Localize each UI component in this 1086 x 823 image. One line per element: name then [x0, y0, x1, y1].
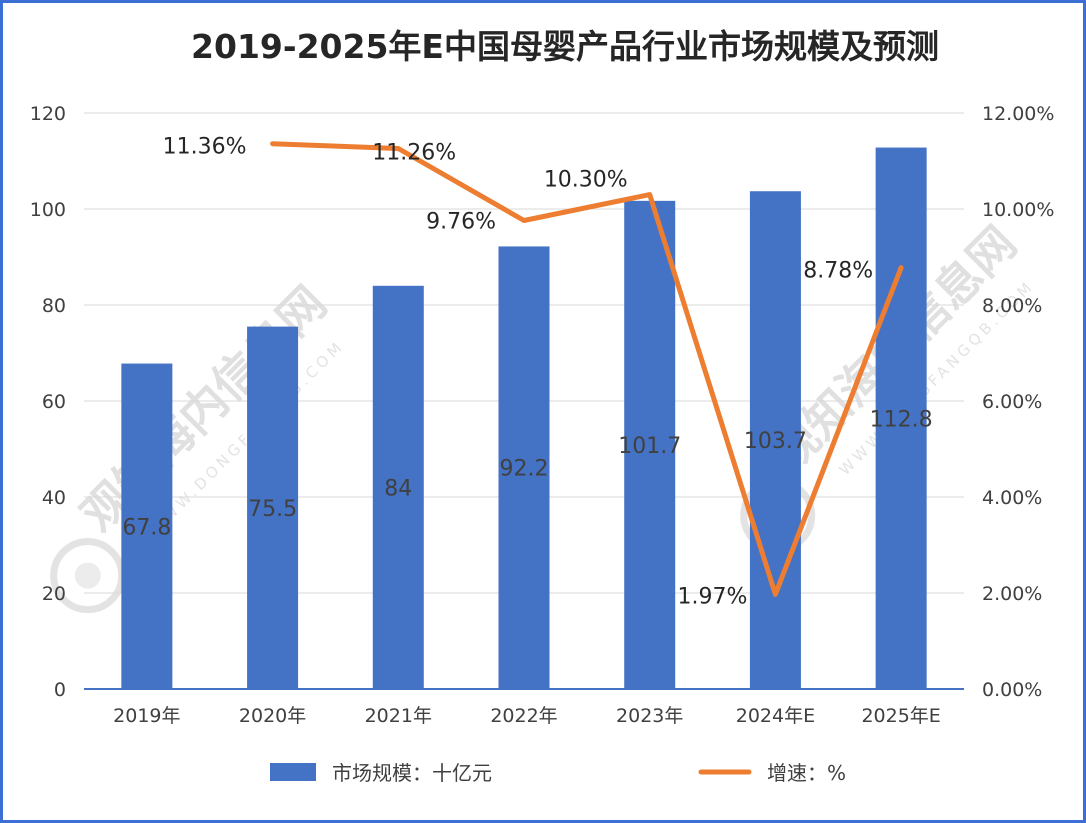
bar-value-label: 101.7	[618, 434, 681, 459]
left-tick-label: 60	[42, 391, 66, 413]
chart-title: 2019-2025年E中国母婴产品行业市场规模及预测	[191, 27, 939, 66]
right-tick-label: 6.00%	[982, 391, 1042, 413]
x-tick-label: 2025年E	[861, 705, 940, 727]
bar-value-label: 92.2	[500, 457, 549, 482]
legend-bar-swatch	[270, 763, 316, 781]
left-axis: 0 20 40 60 80 100 120	[30, 103, 66, 701]
x-tick-label: 2022年	[490, 705, 557, 727]
x-tick-label: 2024年E	[736, 705, 815, 727]
left-tick-label: 0	[54, 679, 66, 701]
bar	[498, 246, 550, 689]
bar	[247, 326, 299, 689]
x-tick-label: 2020年	[239, 705, 306, 727]
watermark-logo-core-icon	[74, 562, 101, 589]
right-tick-label: 0.00%	[982, 679, 1042, 701]
x-axis: 2019年 2020年 2021年 2022年 2023年 2024年E 2025年E	[113, 705, 941, 727]
x-tick-label: 2019年	[113, 705, 180, 727]
bar-series	[121, 147, 927, 690]
legend-line-label: 增速：%	[767, 761, 846, 785]
right-tick-label: 10.00%	[982, 199, 1054, 221]
bar	[372, 285, 424, 689]
left-tick-label: 20	[42, 583, 66, 605]
right-tick-label: 2.00%	[982, 583, 1042, 605]
bar	[121, 363, 173, 689]
right-tick-label: 8.00%	[982, 295, 1042, 317]
x-tick-label: 2021年	[365, 705, 432, 727]
growth-line	[270, 141, 904, 597]
legend-bar-label: 市场规模：十亿元	[332, 761, 492, 785]
right-tick-label: 4.00%	[982, 487, 1042, 509]
right-axis: 0.00% 2.00% 4.00% 6.00% 8.00% 10.00% 12.00%	[982, 103, 1054, 701]
data-labels: 67.8 75.5 84 92.2 101.7 103.7 112.8 11.36% 11.26…	[122, 135, 932, 610]
right-tick-label: 12.00%	[982, 103, 1054, 125]
bar	[749, 191, 801, 690]
legend: 市场规模：十亿元 增速：%	[270, 761, 846, 785]
bar-value-label: 112.8	[870, 407, 933, 432]
bar	[875, 147, 927, 689]
left-tick-label: 80	[42, 295, 66, 317]
line-value-label: 9.76%	[426, 210, 496, 235]
bar	[624, 200, 676, 689]
left-tick-label: 120	[30, 103, 66, 125]
bar-value-label: 75.5	[248, 497, 297, 522]
line-value-label: 10.30%	[544, 168, 628, 193]
bar-value-label: 67.8	[122, 515, 171, 540]
line-value-label: 11.26%	[372, 141, 456, 166]
line-series	[270, 141, 904, 597]
bar-value-label: 84	[384, 476, 412, 501]
x-tick-label: 2023年	[616, 705, 683, 727]
line-value-label: 1.97%	[678, 584, 748, 609]
left-tick-label: 100	[30, 199, 66, 221]
line-value-label: 11.36%	[163, 135, 247, 160]
watermark-logo-icon	[50, 538, 126, 614]
line-value-label: 8.78%	[803, 259, 873, 284]
bar-value-label: 103.7	[744, 429, 807, 454]
left-tick-label: 40	[42, 487, 66, 509]
